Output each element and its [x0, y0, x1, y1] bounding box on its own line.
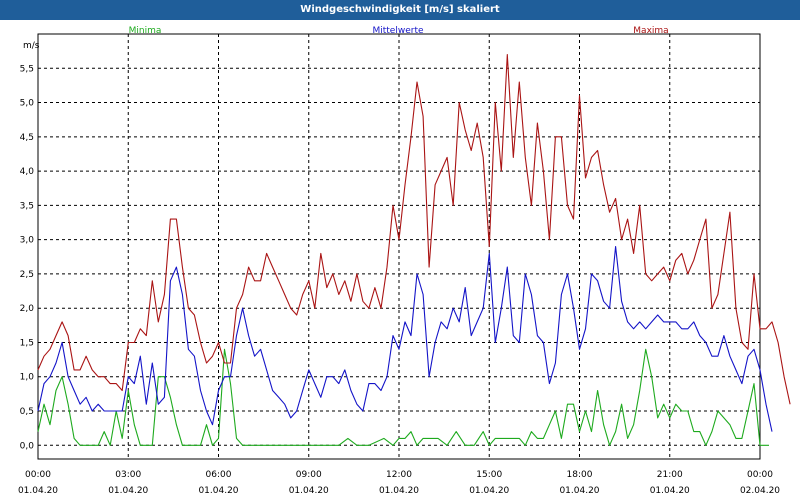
series-line-maxima	[37, 54, 791, 405]
y-tick-label: 1,5	[20, 338, 34, 348]
x-tick-date: 01.04.20	[379, 486, 419, 496]
x-tick-date: 01.04.20	[198, 486, 238, 496]
series-lines	[37, 54, 791, 446]
x-tick-date: 02.04.20	[740, 486, 780, 496]
x-tick-date: 01.04.20	[18, 486, 58, 496]
y-tick-label: 4,0	[20, 167, 35, 177]
y-tick-label: 3,0	[20, 236, 35, 246]
series-line-minima	[37, 348, 769, 446]
legend-mittelwerte: Mittelwerte	[372, 26, 423, 36]
y-tick-label: 2,0	[20, 304, 35, 314]
x-tick-time: 00:00	[25, 470, 51, 480]
legend-maxima: Maxima	[633, 26, 668, 36]
y-tick-label: 5,0	[20, 99, 35, 109]
x-tick-date: 01.04.20	[650, 486, 690, 496]
y-tick-label: 4,5	[20, 133, 34, 143]
series-line-mittelwerte	[37, 245, 773, 432]
x-axis-ticks: 00:00 01.04.20 03:00 01.04.20 06:00 01.04.20 0…	[18, 470, 780, 496]
x-tick-date: 01.04.20	[559, 486, 599, 496]
y-tick-label: 3,5	[20, 201, 34, 211]
x-tick-time: 06:00	[206, 470, 232, 480]
x-tick-time: 15:00	[476, 470, 502, 480]
legend-minima: Minima	[129, 26, 162, 36]
x-tick-time: 09:00	[296, 470, 322, 480]
y-tick-label: 2,5	[20, 270, 34, 280]
x-tick-time: 18:00	[567, 470, 593, 480]
x-tick-time: 12:00	[386, 470, 412, 480]
y-tick-label: 5,5	[20, 64, 34, 74]
y-tick-label: 1,0	[20, 373, 35, 383]
y-axis-label: m/s	[23, 41, 40, 51]
x-tick-time: 00:00	[747, 470, 773, 480]
y-tick-label: 0,0	[20, 441, 35, 451]
x-tick-date: 01.04.20	[289, 486, 329, 496]
x-tick-time: 21:00	[657, 470, 683, 480]
y-axis-ticks: 0,0 0,5 1,0 1,5 2,0 2,5 3,0 3,5 4,0 4,5 5,0 5,5	[20, 64, 35, 451]
y-tick-label: 0,5	[20, 407, 34, 417]
x-tick-date: 01.04.20	[469, 486, 509, 496]
x-tick-date: 01.04.20	[108, 486, 148, 496]
chart-title: Windgeschwindigkeit [m/s] skaliert	[0, 0, 800, 20]
x-tick-time: 03:00	[115, 470, 141, 480]
